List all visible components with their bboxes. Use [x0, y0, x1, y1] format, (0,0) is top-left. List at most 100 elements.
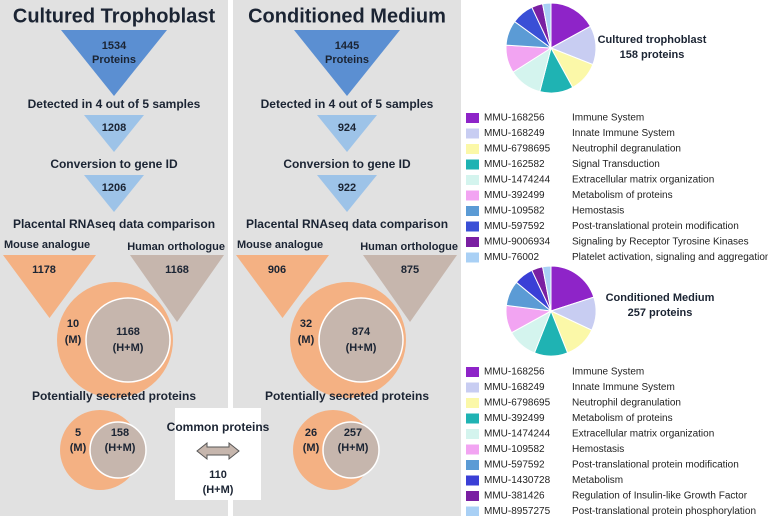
legend-swatch — [466, 444, 479, 455]
step: Potentially secreted proteins — [265, 389, 429, 403]
count: 5 — [75, 427, 81, 439]
legend-swatch — [466, 382, 479, 393]
count: 32 — [300, 318, 312, 330]
legend-name: Extracellular matrix organization — [572, 429, 714, 440]
pie-slice — [541, 265, 552, 312]
legend-name: Innate Immune System — [572, 382, 675, 393]
count: 922 — [338, 182, 356, 194]
triangle — [61, 30, 167, 96]
legend-id: MMU-381426 — [484, 491, 545, 502]
legend-id: MMU-9006934 — [484, 237, 551, 248]
count-label: Proteins — [92, 54, 136, 66]
legend-swatch — [466, 429, 479, 439]
legend-swatch — [466, 190, 479, 201]
legend-id: MMU-597592 — [484, 460, 545, 471]
step: Detected in 4 out of 5 samples — [28, 97, 201, 111]
triangle — [317, 175, 377, 212]
count: (M) — [298, 334, 315, 346]
count: 874 — [352, 326, 371, 338]
count: 1178 — [32, 264, 56, 276]
legend-name: Neutrophil degranulation — [572, 144, 681, 155]
count: 924 — [338, 122, 357, 134]
step: Detected in 4 out of 5 samples — [261, 97, 434, 111]
legend-id: MMU-168256 — [484, 367, 545, 378]
legend-id: MMU-8957275 — [484, 506, 551, 516]
label: Mouse analogue — [4, 239, 90, 251]
count: 875 — [401, 264, 419, 276]
legend-name: Post-translational protein modification — [572, 460, 739, 471]
legend-name: Signaling by Receptor Tyrosine Kinases — [572, 237, 749, 248]
label: Human orthologue — [127, 241, 225, 253]
legend-name: Platelet activation, signaling and aggre… — [572, 252, 768, 263]
step: Placental RNAseq data comparison — [13, 217, 215, 231]
count: 1534 — [102, 40, 127, 52]
legend-id: MMU-168249 — [484, 128, 545, 139]
legend-name: Innate Immune System — [572, 128, 675, 139]
legend-swatch — [466, 475, 479, 486]
venn-human — [318, 297, 404, 383]
legend-swatch — [466, 128, 479, 139]
pie-slice — [541, 2, 552, 49]
legend-name: Neutrophil degranulation — [572, 398, 681, 409]
legend-name: Extracellular matrix organization — [572, 175, 714, 186]
legend-swatch — [466, 252, 479, 263]
step: Placental RNAseq data comparison — [246, 217, 448, 231]
legend-name: Metabolism of proteins — [572, 413, 673, 424]
legend-swatch — [466, 206, 479, 216]
step: Conversion to gene ID — [283, 157, 411, 171]
step: Conversion to gene ID — [50, 157, 178, 171]
legend-swatch — [466, 113, 479, 123]
legend-swatch — [466, 144, 479, 154]
legend-swatch — [466, 175, 479, 185]
legend-id: MMU-168256 — [484, 113, 545, 124]
venn-human — [322, 421, 380, 479]
count: (H+M) — [113, 342, 144, 354]
count: (H+M) — [346, 342, 377, 354]
legend-swatch — [466, 460, 479, 470]
count-label: Proteins — [325, 54, 369, 66]
legend-id: MMU-1474244 — [484, 429, 551, 440]
pie-subtitle: 257 proteins — [628, 307, 693, 319]
legend-name: Regulation of Insulin-like Growth Factor — [572, 491, 748, 502]
legend-id: MMU-392499 — [484, 190, 545, 201]
legend-id: MMU-1430728 — [484, 475, 551, 486]
common-count: 110 — [209, 469, 227, 481]
label: Human orthologue — [360, 241, 458, 253]
triangle — [84, 115, 144, 152]
legend-name: Post-translational protein modification — [572, 221, 739, 232]
triangle — [130, 255, 224, 322]
label: Mouse analogue — [237, 239, 323, 251]
triangle — [3, 255, 96, 318]
count: (H+M) — [105, 442, 136, 454]
pie-slice — [550, 2, 592, 49]
legend-name: Hemostasis — [572, 444, 624, 455]
legend-swatch — [466, 398, 479, 408]
count: 158 — [111, 427, 129, 439]
pie-slice — [550, 265, 595, 312]
pie-subtitle: 158 proteins — [620, 49, 685, 61]
legend-swatch — [466, 159, 479, 170]
count: (H+M) — [338, 442, 369, 454]
common-label: Common proteins — [167, 420, 270, 434]
legend-swatch — [466, 491, 479, 501]
count: 1206 — [102, 182, 126, 194]
count: 1208 — [102, 122, 126, 134]
triangle — [317, 115, 377, 152]
count: 1445 — [335, 40, 359, 52]
legend-name: Metabolism — [572, 475, 623, 486]
legend-id: MMU-597592 — [484, 221, 545, 232]
venn-human — [89, 421, 147, 479]
count: (M) — [303, 442, 320, 454]
legend-id: MMU-6798695 — [484, 398, 551, 409]
legend-name: Post-translational protein phosphorylati… — [572, 506, 756, 516]
triangle — [294, 30, 400, 96]
legend-id: MMU-1474244 — [484, 175, 551, 186]
count: (M) — [65, 334, 82, 346]
double-arrow — [196, 441, 240, 461]
count: 26 — [305, 427, 317, 439]
legend-name: Immune System — [572, 367, 644, 378]
legend-name: Metabolism of proteins — [572, 190, 673, 201]
legend-id: MMU-392499 — [484, 413, 545, 424]
legend-swatch — [466, 367, 479, 377]
